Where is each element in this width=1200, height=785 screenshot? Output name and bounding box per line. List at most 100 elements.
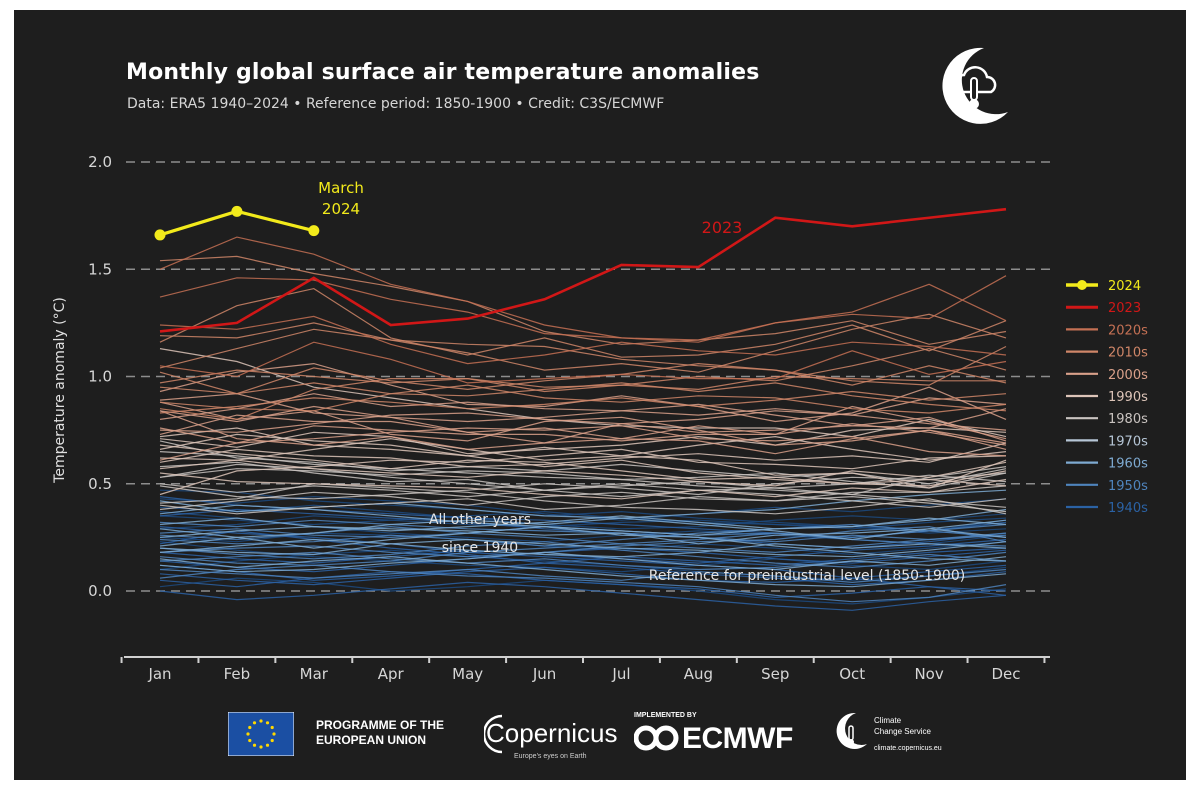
- point-2024-Feb: [231, 205, 243, 217]
- eu-programme-line1: PROGRAMME OF THE: [316, 718, 444, 732]
- series-line-1970s-5: [159, 538, 1007, 558]
- legend-label-1950s: 1950s: [1108, 479, 1148, 494]
- series-line-1980s-4: [159, 495, 1007, 515]
- annotation-march-2024-line1: March: [318, 179, 364, 197]
- x-tick-label: Jan: [147, 665, 171, 683]
- annotation-reference: Reference for preindustrial level (1850-…: [649, 568, 965, 584]
- y-tick-label: 0.5: [88, 475, 112, 493]
- series-line-2010s-9: [159, 347, 1007, 421]
- legend-label-2000s: 2000s: [1108, 368, 1148, 383]
- ecmwf-logo: ECMWF: [682, 722, 793, 755]
- chart-legend: 2024 2023 2020s 2010s 2000s 1990s 1980s 1970s 19…: [1066, 279, 1148, 516]
- ccs-url: climate.copernicus.eu: [874, 745, 942, 752]
- legend-label-1980s: 1980s: [1108, 412, 1148, 427]
- series-line-1980s-5: [159, 485, 1007, 511]
- series-line-2010s-1: [159, 287, 1007, 358]
- chart-subtitle: Data: ERA5 1940–2024 • Reference period:…: [127, 96, 665, 112]
- x-tick-label: Oct: [839, 665, 865, 683]
- series-line-2000s-5: [159, 393, 1007, 444]
- series-line-1990s-1: [159, 444, 1007, 487]
- legend-label-1970s: 1970s: [1108, 434, 1148, 449]
- x-tick-label: Mar: [300, 665, 329, 683]
- series-line-1980s-1: [159, 466, 1007, 498]
- annotation-other-years-line1: All other years: [429, 512, 531, 528]
- x-tick-label: Sep: [761, 665, 789, 683]
- series-line-2000s-2: [159, 393, 1007, 431]
- x-tick-label: May: [452, 665, 483, 683]
- series-line-2020s-3: [159, 341, 1007, 384]
- series-line-1960s-5: [159, 568, 1007, 584]
- decade-series-lines: [159, 236, 1007, 611]
- legend-label-1990s: 1990s: [1108, 390, 1148, 405]
- copernicus-logo: Copernicus: [486, 718, 618, 748]
- series-line-1990s-5: [159, 348, 1007, 438]
- series-line-2020s-2: [159, 315, 1007, 365]
- y-axis-label: Temperature anomaly (°C): [52, 297, 68, 484]
- legend-label-1960s: 1960s: [1108, 457, 1148, 472]
- series-line-1980s-8: [159, 483, 1007, 515]
- x-tick-label: Jun: [532, 665, 556, 683]
- x-axis: Jan Feb Mar Apr May Jun Jul Aug Sep Oct Nov Dec: [120, 656, 1050, 683]
- ccs-label: Climate Change Service: [874, 715, 931, 737]
- series-line-1950s-2: [159, 547, 1007, 581]
- series-line-1970s-8: [159, 508, 1007, 549]
- legend-marker-2024: [1077, 280, 1087, 290]
- point-2024-Jan: [154, 229, 166, 241]
- series-line-1950s-3: [159, 526, 1007, 596]
- copernicus-arc-icon: [484, 714, 503, 754]
- series-line-1990s-9: [159, 427, 1007, 455]
- series-line-1990s-7: [159, 438, 1007, 489]
- series-line-2000s-0: [159, 362, 1007, 423]
- series-line-1970s-1: [159, 538, 1007, 558]
- series-line-2010s-4: [159, 362, 1007, 395]
- implemented-by-label: IMPLEMENTED BY: [634, 712, 697, 719]
- x-tick-label: Feb: [224, 665, 251, 683]
- series-line-2000s-7: [159, 410, 1007, 455]
- point-2024-Mar: [308, 225, 320, 237]
- legend-label-2023: 2023: [1108, 301, 1141, 316]
- y-tick-label: 2.0: [88, 153, 112, 171]
- chart-panel: Monthly global surface air temperature a…: [14, 10, 1186, 780]
- x-tick-label: Apr: [378, 665, 405, 683]
- series-line-1970s-6: [159, 556, 1007, 588]
- copernicus-tagline: Europe's eyes on Earth: [514, 753, 587, 760]
- series-line-2010s-8: [159, 369, 1006, 393]
- x-tick-label: Jul: [611, 665, 630, 683]
- annotation-other-years-line2: since 1940: [442, 540, 518, 556]
- legend-label-1940s: 1940s: [1108, 501, 1148, 516]
- series-line-1990s-4: [159, 442, 1007, 468]
- y-axis-ticks: 2.0 1.5 1.0 0.5 0.0: [88, 153, 112, 600]
- legend-label-2024: 2024: [1108, 279, 1141, 294]
- legend-label-2010s: 2010s: [1108, 346, 1148, 361]
- series-line-2020s-1: [159, 236, 1007, 343]
- series-line-1960s-4: [159, 564, 1007, 603]
- climate-change-service-icon: [836, 712, 867, 749]
- series-line-1980s-7: [159, 463, 1007, 491]
- series-line-2000s-3: [159, 397, 1007, 433]
- series-line-2000s-8: [159, 423, 1007, 461]
- series-line-1970s-0: [159, 525, 1007, 545]
- series-line-1980s-2: [159, 451, 1007, 508]
- series-line-2020s-0: [159, 275, 1007, 341]
- eu-programme-line2: EUROPEAN UNION: [316, 733, 427, 747]
- series-line-2000s-1: [159, 403, 1007, 429]
- chart-title: Monthly global surface air temperature a…: [126, 60, 760, 85]
- series-line-1940s-2: [159, 489, 1007, 534]
- ecmwf-mark-icon: [634, 725, 679, 751]
- series-line-1990s-8: [159, 448, 1007, 496]
- eu-programme-label: PROGRAMME OF THE EUROPEAN UNION: [316, 718, 444, 748]
- series-line-1990s-2: [159, 472, 1007, 500]
- y-tick-label: 1.0: [88, 368, 112, 386]
- series-line-1990s-6: [159, 427, 1007, 487]
- legend-label-2020s: 2020s: [1108, 323, 1148, 338]
- ccs-line2: Change Service: [874, 727, 931, 736]
- line-chart: 2.0 1.5 1.0 0.5 0.0 Temperature anomaly (°C)…: [52, 153, 1148, 683]
- y-tick-label: 1.5: [88, 260, 112, 278]
- series-line-2010s-0: [159, 255, 1007, 345]
- series-line-1960s-6: [159, 551, 1007, 571]
- series-line-1970s-2: [159, 517, 1007, 541]
- series-line-1950s-0: [159, 571, 1007, 599]
- annotation-2023: 2023: [702, 218, 743, 237]
- series-line-1940s-4: [159, 504, 1007, 530]
- footer-logos: PROGRAMME OF THE EUROPEAN UNION Copernic…: [14, 700, 1186, 780]
